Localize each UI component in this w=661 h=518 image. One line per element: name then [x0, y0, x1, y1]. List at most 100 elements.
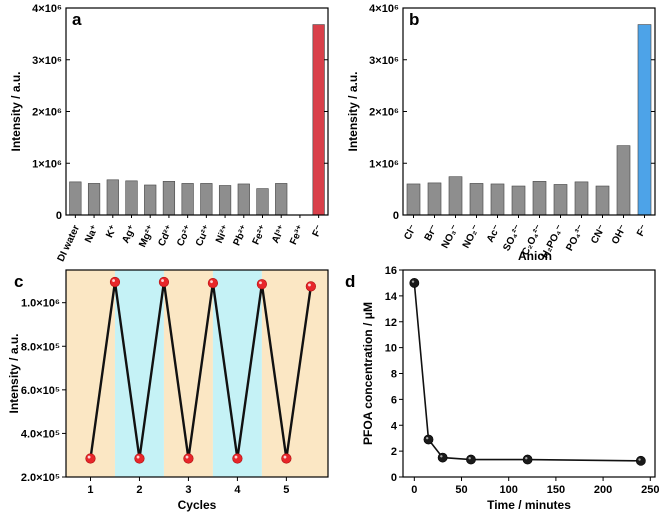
y-tick-label: 3×10⁶: [369, 55, 399, 67]
data-point-c-7: [256, 279, 267, 290]
data-point-highlight: [440, 455, 443, 458]
category-label-b-9: CN⁻: [589, 223, 608, 246]
data-point-d-3: [466, 454, 476, 465]
x-axis-label-c: Cycles: [178, 498, 217, 512]
panel-letter-d: d: [345, 272, 355, 291]
bar-a-0: [69, 181, 82, 216]
x-tick-label: 150: [547, 484, 565, 496]
bar-a-2: [106, 179, 119, 216]
category-label-a-0: DI water: [56, 224, 82, 264]
y-tick-label: 0: [56, 210, 62, 222]
data-point-d-1: [423, 434, 434, 445]
panel-letter-b: b: [409, 10, 419, 29]
series-line-c: [89, 281, 313, 459]
bar-b-1: [427, 182, 442, 216]
category-label-a-1: Na⁺: [83, 224, 101, 245]
data-point-c-4: [183, 453, 194, 464]
bar-a-3: [125, 180, 138, 216]
data-point-c-5: [207, 277, 219, 289]
y-tick-label: 16: [385, 265, 397, 277]
category-label-a-11: Al³⁺: [270, 224, 288, 246]
y-tick-label: 4×10⁶: [369, 3, 399, 15]
background-band: [212, 270, 262, 477]
bar-b-6: [532, 181, 547, 216]
data-point-d-2: [437, 452, 448, 463]
category-label-a-12: Fe³⁺: [288, 224, 307, 247]
y-tick-label: 0: [393, 210, 399, 222]
data-point-c-3: [158, 276, 170, 288]
background-band: [66, 270, 115, 477]
y-tick-label: 12: [385, 317, 397, 329]
data-point-c-6: [232, 453, 243, 464]
bar-b-0: [406, 183, 421, 216]
x-tick-label: 1: [87, 484, 93, 496]
bar-b-3: [469, 183, 484, 216]
y-tick-label: 3×10⁶: [32, 55, 62, 67]
bar-b-4: [490, 183, 505, 216]
panel-b-bar-chart: Cl⁻ Br⁻ NO₃⁻ NO₂⁻ Ac⁻SO₄²⁻C₂O₄²⁻H₂PO₄⁻PO₄³⁻ C…: [346, 3, 656, 263]
y-tick-label: 2×10⁶: [32, 107, 62, 119]
bar-a-10: [256, 188, 269, 216]
category-label-b-8: PO₄³⁻: [564, 223, 587, 253]
data-point-highlight: [136, 455, 140, 459]
y-tick-label: 8.0×10⁵: [21, 341, 60, 353]
data-point-highlight: [283, 455, 287, 459]
y-tick-label: 8: [391, 369, 397, 381]
bar-b-5: [511, 185, 526, 216]
bar-a-13: [312, 24, 325, 216]
category-label-a-8: Ni²⁺: [214, 224, 232, 246]
panel-letter-c: c: [14, 272, 23, 291]
data-point-highlight: [308, 283, 311, 287]
category-label-a-13: F⁻: [311, 224, 326, 239]
y-tick-label: 2: [391, 446, 397, 458]
category-label-a-9: Pb²⁺: [231, 224, 250, 248]
data-point-d-4: [522, 454, 533, 465]
y-tick-label: 6: [391, 394, 397, 406]
y-tick-label: 1.0×10⁶: [21, 298, 60, 310]
bar-a-8: [218, 185, 232, 216]
y-tick-label: 1×10⁶: [369, 158, 399, 170]
data-point-highlight: [234, 455, 238, 459]
y-axis-label-a: Intensity / a.u.: [9, 71, 23, 151]
x-tick-label: 2: [136, 484, 142, 496]
panel-c-cycle-chart: 1 2 3 4 5 2.0×10⁵ 4.0×10⁵ 6.0×10⁵ 8.0×10⁵ 1.0×10⁶…: [7, 269, 329, 512]
bar-a-6: [181, 183, 194, 216]
category-label-b-11: F⁻: [635, 223, 650, 238]
y-axis-label-c: Intensity / a.u.: [7, 333, 21, 413]
data-point-highlight: [525, 457, 528, 460]
data-point-c-1: [109, 276, 121, 288]
y-tick-label: 4.0×10⁵: [21, 428, 60, 440]
y-tick-label: 6.0×10⁵: [21, 385, 60, 397]
category-label-a-4: Mg²⁺: [137, 224, 157, 250]
x-tick-label: 4: [234, 484, 241, 496]
category-label-b-4: Ac⁻: [485, 223, 503, 244]
y-tick-label: 14: [385, 291, 398, 303]
category-label-b-1: Br⁻: [423, 223, 440, 243]
x-tick-label: 5: [283, 484, 289, 496]
category-label-a-2: K⁺: [104, 224, 119, 240]
bar-a-11: [275, 183, 288, 216]
bar-a-9: [237, 183, 250, 216]
data-point-highlight: [638, 458, 641, 461]
category-label-a-5: Cd²⁺: [156, 224, 175, 249]
bar-b-11: [637, 24, 652, 216]
panel-d-pfoa-chart: 0 50 100 150 200 250 0 2 4 6 8 10 12 14 16 PFOA concent…: [345, 265, 659, 512]
data-point-highlight: [425, 436, 429, 440]
y-tick-label: 2×10⁶: [369, 107, 399, 119]
data-point-d-0: [409, 278, 420, 288]
x-axis-label-d: Time / minutes: [487, 498, 571, 512]
bar-b-9: [595, 185, 610, 216]
x-tick-label: 200: [594, 484, 612, 496]
background-band: [163, 270, 213, 477]
bar-a-5: [162, 181, 176, 216]
data-point-highlight: [259, 281, 262, 285]
y-tick-label: 10: [385, 343, 397, 355]
data-point-c-2: [134, 453, 145, 464]
y-tick-label: 4×10⁶: [32, 3, 62, 15]
category-label-b-2: NO₃⁻: [440, 223, 461, 250]
data-point-highlight: [468, 457, 471, 460]
y-axis-label-d: PFOA concentration / μM: [361, 302, 375, 445]
x-tick-label: 3: [185, 484, 191, 496]
data-point-highlight: [411, 280, 415, 283]
